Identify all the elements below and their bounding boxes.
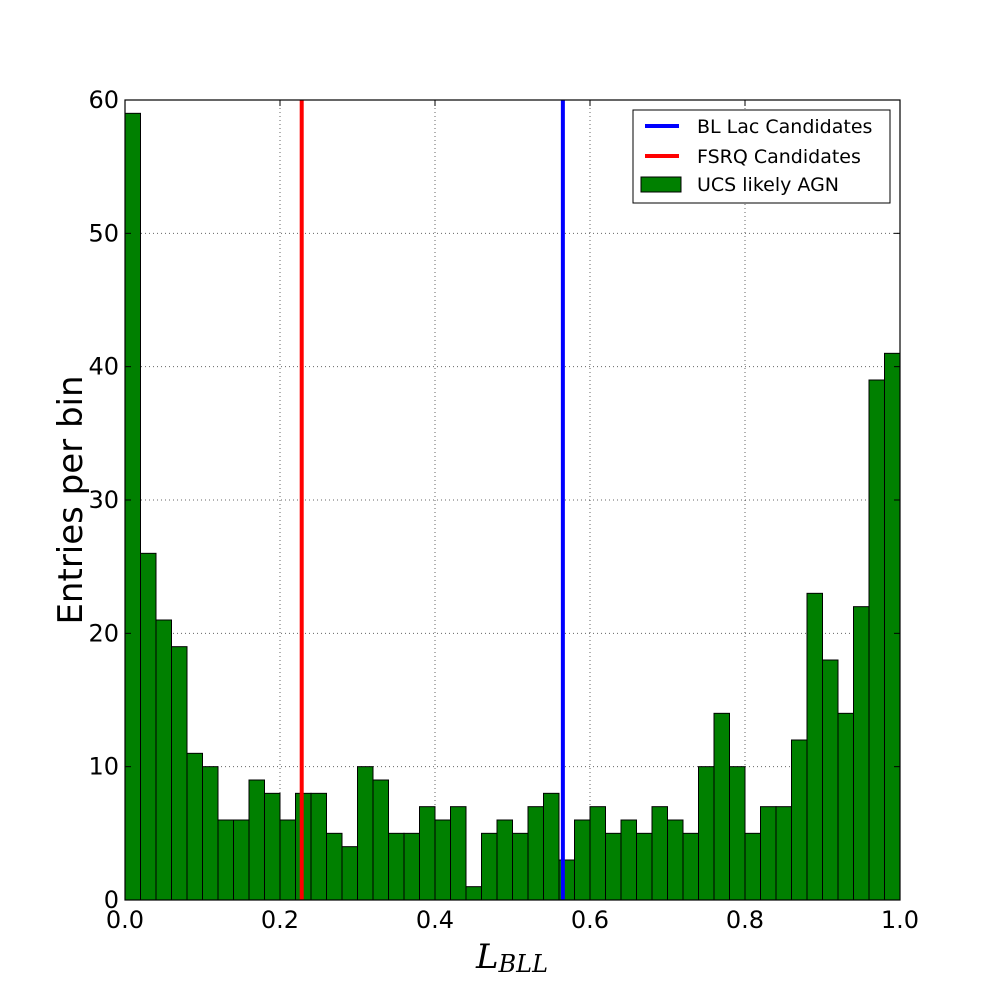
histogram-bar: [481, 832, 498, 901]
histogram-bar: [512, 832, 529, 901]
histogram-bar: [636, 832, 653, 901]
histogram-bar: [124, 112, 141, 901]
x-tick-label: 0.0: [106, 906, 144, 934]
histogram-bar: [713, 712, 730, 901]
histogram-bar: [574, 819, 591, 901]
y-axis-title: Entries per bin: [51, 375, 91, 624]
histogram-bar: [186, 752, 203, 901]
histogram-bar: [729, 766, 746, 901]
histogram-bar: [496, 819, 513, 901]
legend-label-bl-lac: BL Lac Candidates: [697, 116, 872, 138]
y-tick-label: 20: [88, 619, 119, 647]
y-tick-label: 50: [88, 219, 119, 247]
histogram-bar: [450, 806, 467, 901]
histogram-bar: [217, 819, 234, 901]
bars: [124, 112, 901, 901]
x-tick-label: 0.8: [726, 906, 764, 934]
x-tick-label: 1.0: [881, 906, 919, 934]
x-axis-title-subscript: BLL: [498, 950, 549, 978]
x-axis-title: LBLL: [475, 937, 548, 978]
histogram-bar: [388, 832, 405, 901]
histogram-bar: [837, 712, 854, 901]
legend-label-ucs: UCS likely AGN: [697, 174, 839, 196]
histogram-bar: [202, 766, 219, 901]
grid: [125, 100, 900, 900]
histogram-bar: [527, 806, 544, 901]
histogram-bar: [589, 806, 606, 901]
histogram-bar: [884, 352, 901, 901]
histogram-bar: [465, 886, 482, 901]
y-tick-label: 40: [88, 353, 119, 381]
histogram-bar: [791, 739, 808, 901]
histogram-bar: [155, 619, 172, 901]
histogram-bar: [341, 846, 358, 901]
histogram-bar: [357, 766, 374, 901]
histogram-bar: [403, 832, 420, 901]
histogram-bar: [868, 379, 885, 901]
y-tick-label: 60: [88, 86, 119, 114]
histogram-bar: [372, 779, 389, 901]
histogram-bar: [310, 792, 327, 901]
plot-background: [125, 100, 900, 900]
histogram-bar: [620, 819, 637, 901]
y-tick-label: 30: [88, 486, 119, 514]
y-tick-label: 10: [88, 753, 119, 781]
legend: BL Lac Candidates FSRQ Candidates UCS li…: [632, 109, 891, 204]
histogram-bar: [279, 819, 296, 901]
histogram-bar: [326, 832, 343, 901]
histogram-bar: [682, 832, 699, 901]
vertical-lines: [299, 100, 565, 900]
legend-patch-ucs: [640, 176, 682, 193]
histogram-bar: [248, 779, 265, 901]
histogram-bar: [822, 659, 839, 901]
histogram-bar: [543, 792, 560, 901]
legend-label-fsrq: FSRQ Candidates: [697, 146, 861, 168]
histogram-bar: [744, 832, 761, 901]
histogram-bar: [434, 819, 451, 901]
histogram-bar: [760, 806, 777, 901]
histogram-bar: [698, 766, 715, 901]
histogram-bar: [233, 819, 250, 901]
histogram-bar: [605, 832, 622, 901]
histogram-bar: [171, 646, 188, 901]
histogram-bar: [853, 606, 870, 901]
x-axis-title-base: L: [475, 937, 499, 977]
ticks: 0.0 0.2 0.4 0.6 0.8 1.0 0 10 20 30 40 50 60: [88, 86, 919, 934]
x-tick-label: 0.4: [416, 906, 454, 934]
histogram-bar: [140, 552, 157, 901]
histogram-bar: [667, 819, 684, 901]
y-tick-label: 0: [104, 886, 119, 914]
histogram-bar: [775, 806, 792, 901]
histogram-bar: [419, 806, 436, 901]
histogram-bar: [264, 792, 281, 901]
histogram-bar: [651, 806, 668, 901]
histogram-bar: [806, 592, 823, 901]
x-tick-label: 0.6: [571, 906, 609, 934]
x-tick-label: 0.2: [261, 906, 299, 934]
